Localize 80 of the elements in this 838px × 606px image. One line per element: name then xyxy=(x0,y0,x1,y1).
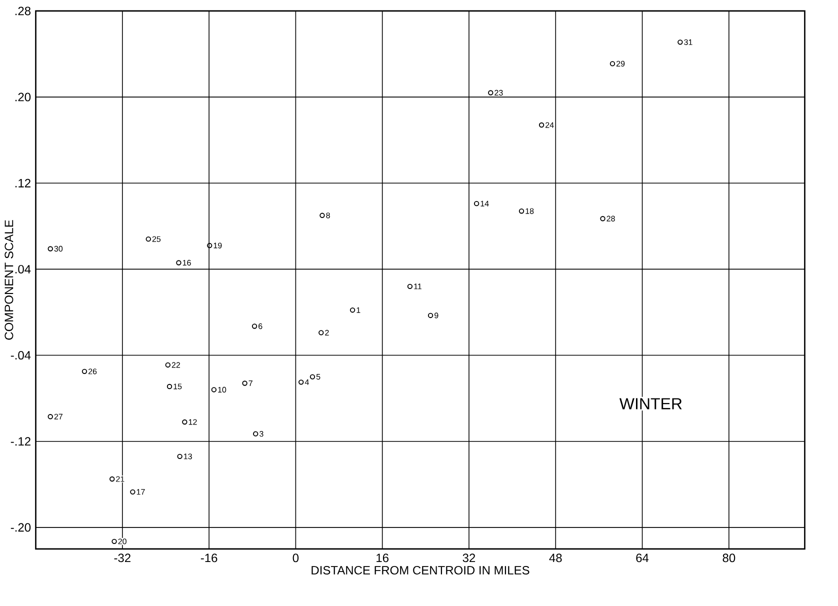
point xyxy=(518,208,524,214)
point xyxy=(320,212,325,218)
point xyxy=(177,454,182,460)
point xyxy=(253,431,258,436)
point xyxy=(146,236,151,242)
y-tick-label: -.04 xyxy=(10,351,31,360)
point xyxy=(318,330,324,336)
annotation: 17 xyxy=(136,489,145,495)
point xyxy=(211,387,217,392)
point xyxy=(407,284,413,290)
annotation: 21 xyxy=(116,476,124,482)
point xyxy=(82,368,88,374)
annotation: 24 xyxy=(546,122,554,128)
annotation: 29 xyxy=(616,60,625,67)
annotation: 15 xyxy=(174,384,182,390)
point xyxy=(242,380,248,386)
annotation: 6 xyxy=(258,323,262,330)
annotation: 8 xyxy=(326,212,330,218)
annotation: 11 xyxy=(414,284,422,290)
point xyxy=(350,307,356,313)
annotation: 26 xyxy=(88,368,97,374)
x-tick-label: 16 xyxy=(376,554,388,562)
y-tick-label: .04 xyxy=(15,264,31,274)
annotation: 13 xyxy=(184,454,192,460)
point xyxy=(165,362,170,368)
y-tick-label: .20 xyxy=(15,92,31,102)
y-tick-label: -.12 xyxy=(10,437,30,446)
x-tick-label: -32 xyxy=(114,554,130,562)
point xyxy=(600,216,606,222)
x-tick-label: 80 xyxy=(722,554,736,562)
annotation: 28 xyxy=(606,216,615,222)
point xyxy=(166,384,172,390)
point xyxy=(110,476,115,482)
annotation: 14 xyxy=(480,200,489,206)
annotation: 3 xyxy=(260,431,264,437)
point xyxy=(252,324,258,329)
annotation: 20 xyxy=(118,538,126,544)
y-tick-label: .12 xyxy=(15,178,30,188)
annotation: 31 xyxy=(684,39,692,46)
y-tick-label: .28 xyxy=(15,6,31,16)
annotation: 16 xyxy=(182,260,191,266)
annotation: WINTER xyxy=(619,398,682,410)
point xyxy=(48,414,53,420)
point xyxy=(538,122,544,128)
point xyxy=(182,419,188,425)
point xyxy=(610,61,616,66)
point xyxy=(176,260,182,266)
annotation: 27 xyxy=(54,414,62,420)
annotation: 25 xyxy=(152,236,161,242)
x-tick-label: 0 xyxy=(292,554,299,562)
point xyxy=(428,312,434,318)
x-tick-label: -16 xyxy=(200,554,218,562)
annotation: 12 xyxy=(188,419,197,425)
x-tick-label: 48 xyxy=(549,554,562,562)
y-axis-title: COMPONENT SCALE xyxy=(4,220,14,340)
annotation: 1 xyxy=(356,307,360,313)
annotation: 7 xyxy=(248,380,252,386)
point xyxy=(48,246,53,252)
annotation: 2 xyxy=(325,330,329,336)
annotation: 5 xyxy=(316,374,320,380)
point xyxy=(474,200,480,206)
annotation: 23 xyxy=(494,90,503,96)
point xyxy=(310,374,316,380)
annotation: 4 xyxy=(304,379,309,385)
point xyxy=(298,380,304,385)
annotation: 9 xyxy=(434,312,438,318)
x-axis-title: DISTANCE FROM CENTROID IN MILES xyxy=(312,566,530,574)
point xyxy=(112,538,117,544)
point xyxy=(678,40,683,45)
x-tick-label: 64 xyxy=(636,554,649,562)
point xyxy=(488,90,494,96)
annotation: 22 xyxy=(172,362,180,368)
point xyxy=(130,489,136,495)
annotation: 18 xyxy=(526,208,534,214)
y-tick-label: -.20 xyxy=(10,523,31,532)
annotation: 10 xyxy=(218,386,226,393)
annotation: 19 xyxy=(214,242,222,248)
point xyxy=(206,242,212,248)
annotation: 30 xyxy=(54,246,63,252)
x-tick-label: 32 xyxy=(462,554,476,562)
